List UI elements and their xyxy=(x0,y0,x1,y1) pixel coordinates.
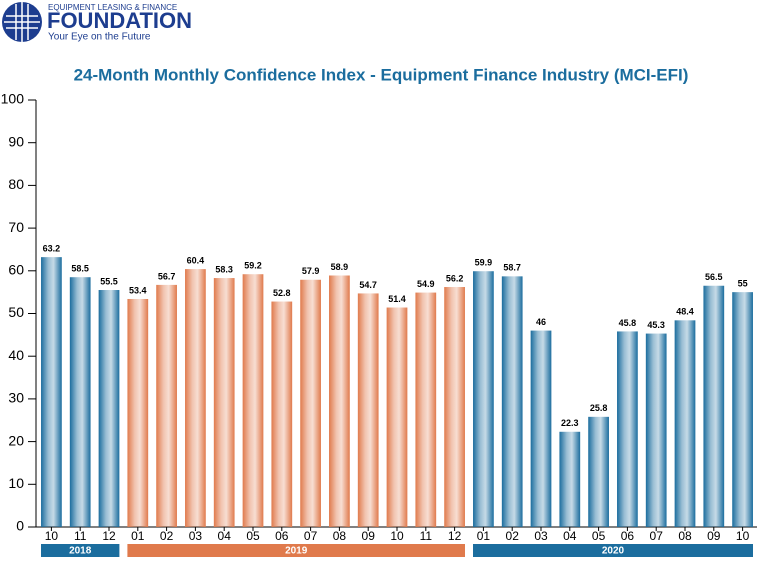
y-tick-label: 0 xyxy=(16,518,24,534)
bar xyxy=(588,416,609,527)
y-tick-label: 50 xyxy=(8,304,24,320)
value-label: 55 xyxy=(738,279,748,289)
bar xyxy=(41,257,62,527)
bar xyxy=(674,320,696,527)
x-tick-label: 06 xyxy=(621,529,635,543)
bar xyxy=(98,290,120,527)
value-label: 51.4 xyxy=(388,294,406,304)
x-tick-label: 08 xyxy=(678,529,692,543)
y-tick-label: 70 xyxy=(8,219,24,235)
x-tick-label: 03 xyxy=(534,529,548,543)
x-tick-label: 07 xyxy=(304,529,318,543)
logo-tagline: EQUIPMENT LEASING & FINANCE xyxy=(48,3,177,12)
bar xyxy=(271,301,293,527)
value-label: 56.5 xyxy=(705,272,723,282)
value-label: 46 xyxy=(536,317,546,327)
value-label: 52.8 xyxy=(273,288,291,298)
x-tick-label: 12 xyxy=(102,529,116,543)
bar xyxy=(501,276,523,527)
value-label: 54.7 xyxy=(359,280,377,290)
y-tick-label: 40 xyxy=(8,347,24,363)
bar xyxy=(386,307,408,527)
x-tick-label: 09 xyxy=(362,529,376,543)
bar xyxy=(69,277,91,527)
x-tick-label: 10 xyxy=(736,529,750,543)
logo-name: FOUNDATION xyxy=(47,8,192,33)
y-tick-label: 80 xyxy=(8,176,24,192)
year-band xyxy=(473,544,753,557)
bar xyxy=(645,333,667,527)
y-tick-label: 60 xyxy=(8,262,24,278)
x-tick-label: 11 xyxy=(420,529,433,543)
bar xyxy=(530,330,552,527)
value-label: 25.8 xyxy=(590,403,608,413)
value-label: 58.7 xyxy=(503,263,521,273)
x-tick-label: 03 xyxy=(189,529,203,543)
bar xyxy=(242,274,264,527)
x-tick-label: 10 xyxy=(45,529,59,543)
value-label: 22.3 xyxy=(561,418,579,428)
x-tick-label: 05 xyxy=(246,529,260,543)
value-label: 56.2 xyxy=(446,273,464,283)
year-band xyxy=(41,544,120,557)
bar xyxy=(559,431,581,527)
logo-slogan: Your Eye on the Future xyxy=(48,32,151,43)
y-tick-label: 20 xyxy=(8,432,24,448)
y-tick-label: 90 xyxy=(8,133,24,149)
x-tick-label: 01 xyxy=(131,529,145,543)
y-tick-label: 30 xyxy=(8,390,24,406)
value-label: 59.2 xyxy=(244,261,262,271)
value-label: 45.8 xyxy=(619,318,637,328)
bar xyxy=(444,287,465,527)
value-label: 60.4 xyxy=(187,255,205,265)
y-tick-label: 10 xyxy=(8,475,24,491)
bar xyxy=(473,271,494,527)
value-label: 48.4 xyxy=(676,307,694,317)
year-label: 2020 xyxy=(602,546,625,557)
value-label: 55.5 xyxy=(100,276,118,286)
value-label: 57.9 xyxy=(302,266,320,276)
bar xyxy=(127,298,149,527)
value-label: 58.3 xyxy=(215,264,233,274)
x-tick-label: 02 xyxy=(506,529,520,543)
logo: EQUIPMENT LEASING & FINANCE FOUNDATION Y… xyxy=(2,2,192,43)
value-label: 45.3 xyxy=(647,320,665,330)
bar xyxy=(185,269,206,527)
bar xyxy=(357,293,379,527)
value-label: 56.7 xyxy=(158,271,176,281)
x-tick-label: 04 xyxy=(563,529,577,543)
value-label: 53.4 xyxy=(129,285,147,295)
value-label: 59.9 xyxy=(475,258,493,268)
bar xyxy=(703,285,725,527)
bar xyxy=(732,292,753,527)
bar xyxy=(156,284,177,527)
value-label: 58.5 xyxy=(71,264,89,274)
value-label: 54.9 xyxy=(417,279,435,289)
value-label: 63.2 xyxy=(43,244,61,254)
bar xyxy=(213,278,235,527)
year-label: 2019 xyxy=(285,546,308,557)
x-tick-label: 11 xyxy=(74,529,87,543)
x-tick-label: 02 xyxy=(160,529,174,543)
value-label: 58.9 xyxy=(331,262,349,272)
bar xyxy=(329,275,350,527)
logo-grid xyxy=(4,2,40,42)
x-tick-label: 08 xyxy=(333,529,347,543)
x-tick-label: 12 xyxy=(448,529,462,543)
x-tick-label: 10 xyxy=(390,529,404,543)
year-band xyxy=(127,544,466,557)
year-label: 2018 xyxy=(69,546,92,557)
bar xyxy=(415,292,437,527)
x-tick-label: 06 xyxy=(275,529,289,543)
y-tick-label: 100 xyxy=(1,91,25,107)
chart-title: 24-Month Monthly Confidence Index - Equi… xyxy=(74,65,689,84)
x-tick-label: 01 xyxy=(477,529,491,543)
x-tick-label: 09 xyxy=(707,529,721,543)
bar xyxy=(617,331,638,527)
x-tick-label: 05 xyxy=(592,529,606,543)
x-tick-label: 04 xyxy=(218,529,232,543)
bar xyxy=(300,279,321,527)
x-tick-label: 07 xyxy=(650,529,664,543)
